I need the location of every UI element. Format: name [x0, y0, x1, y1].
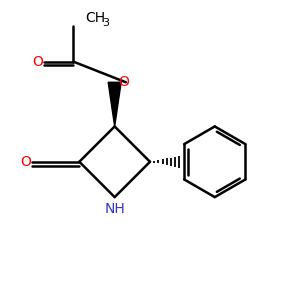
Text: CH: CH	[85, 11, 105, 25]
Text: O: O	[118, 75, 129, 89]
Text: NH: NH	[104, 202, 125, 216]
Polygon shape	[108, 82, 121, 126]
Text: 3: 3	[102, 18, 109, 28]
Text: O: O	[20, 155, 31, 169]
Text: O: O	[32, 55, 43, 69]
